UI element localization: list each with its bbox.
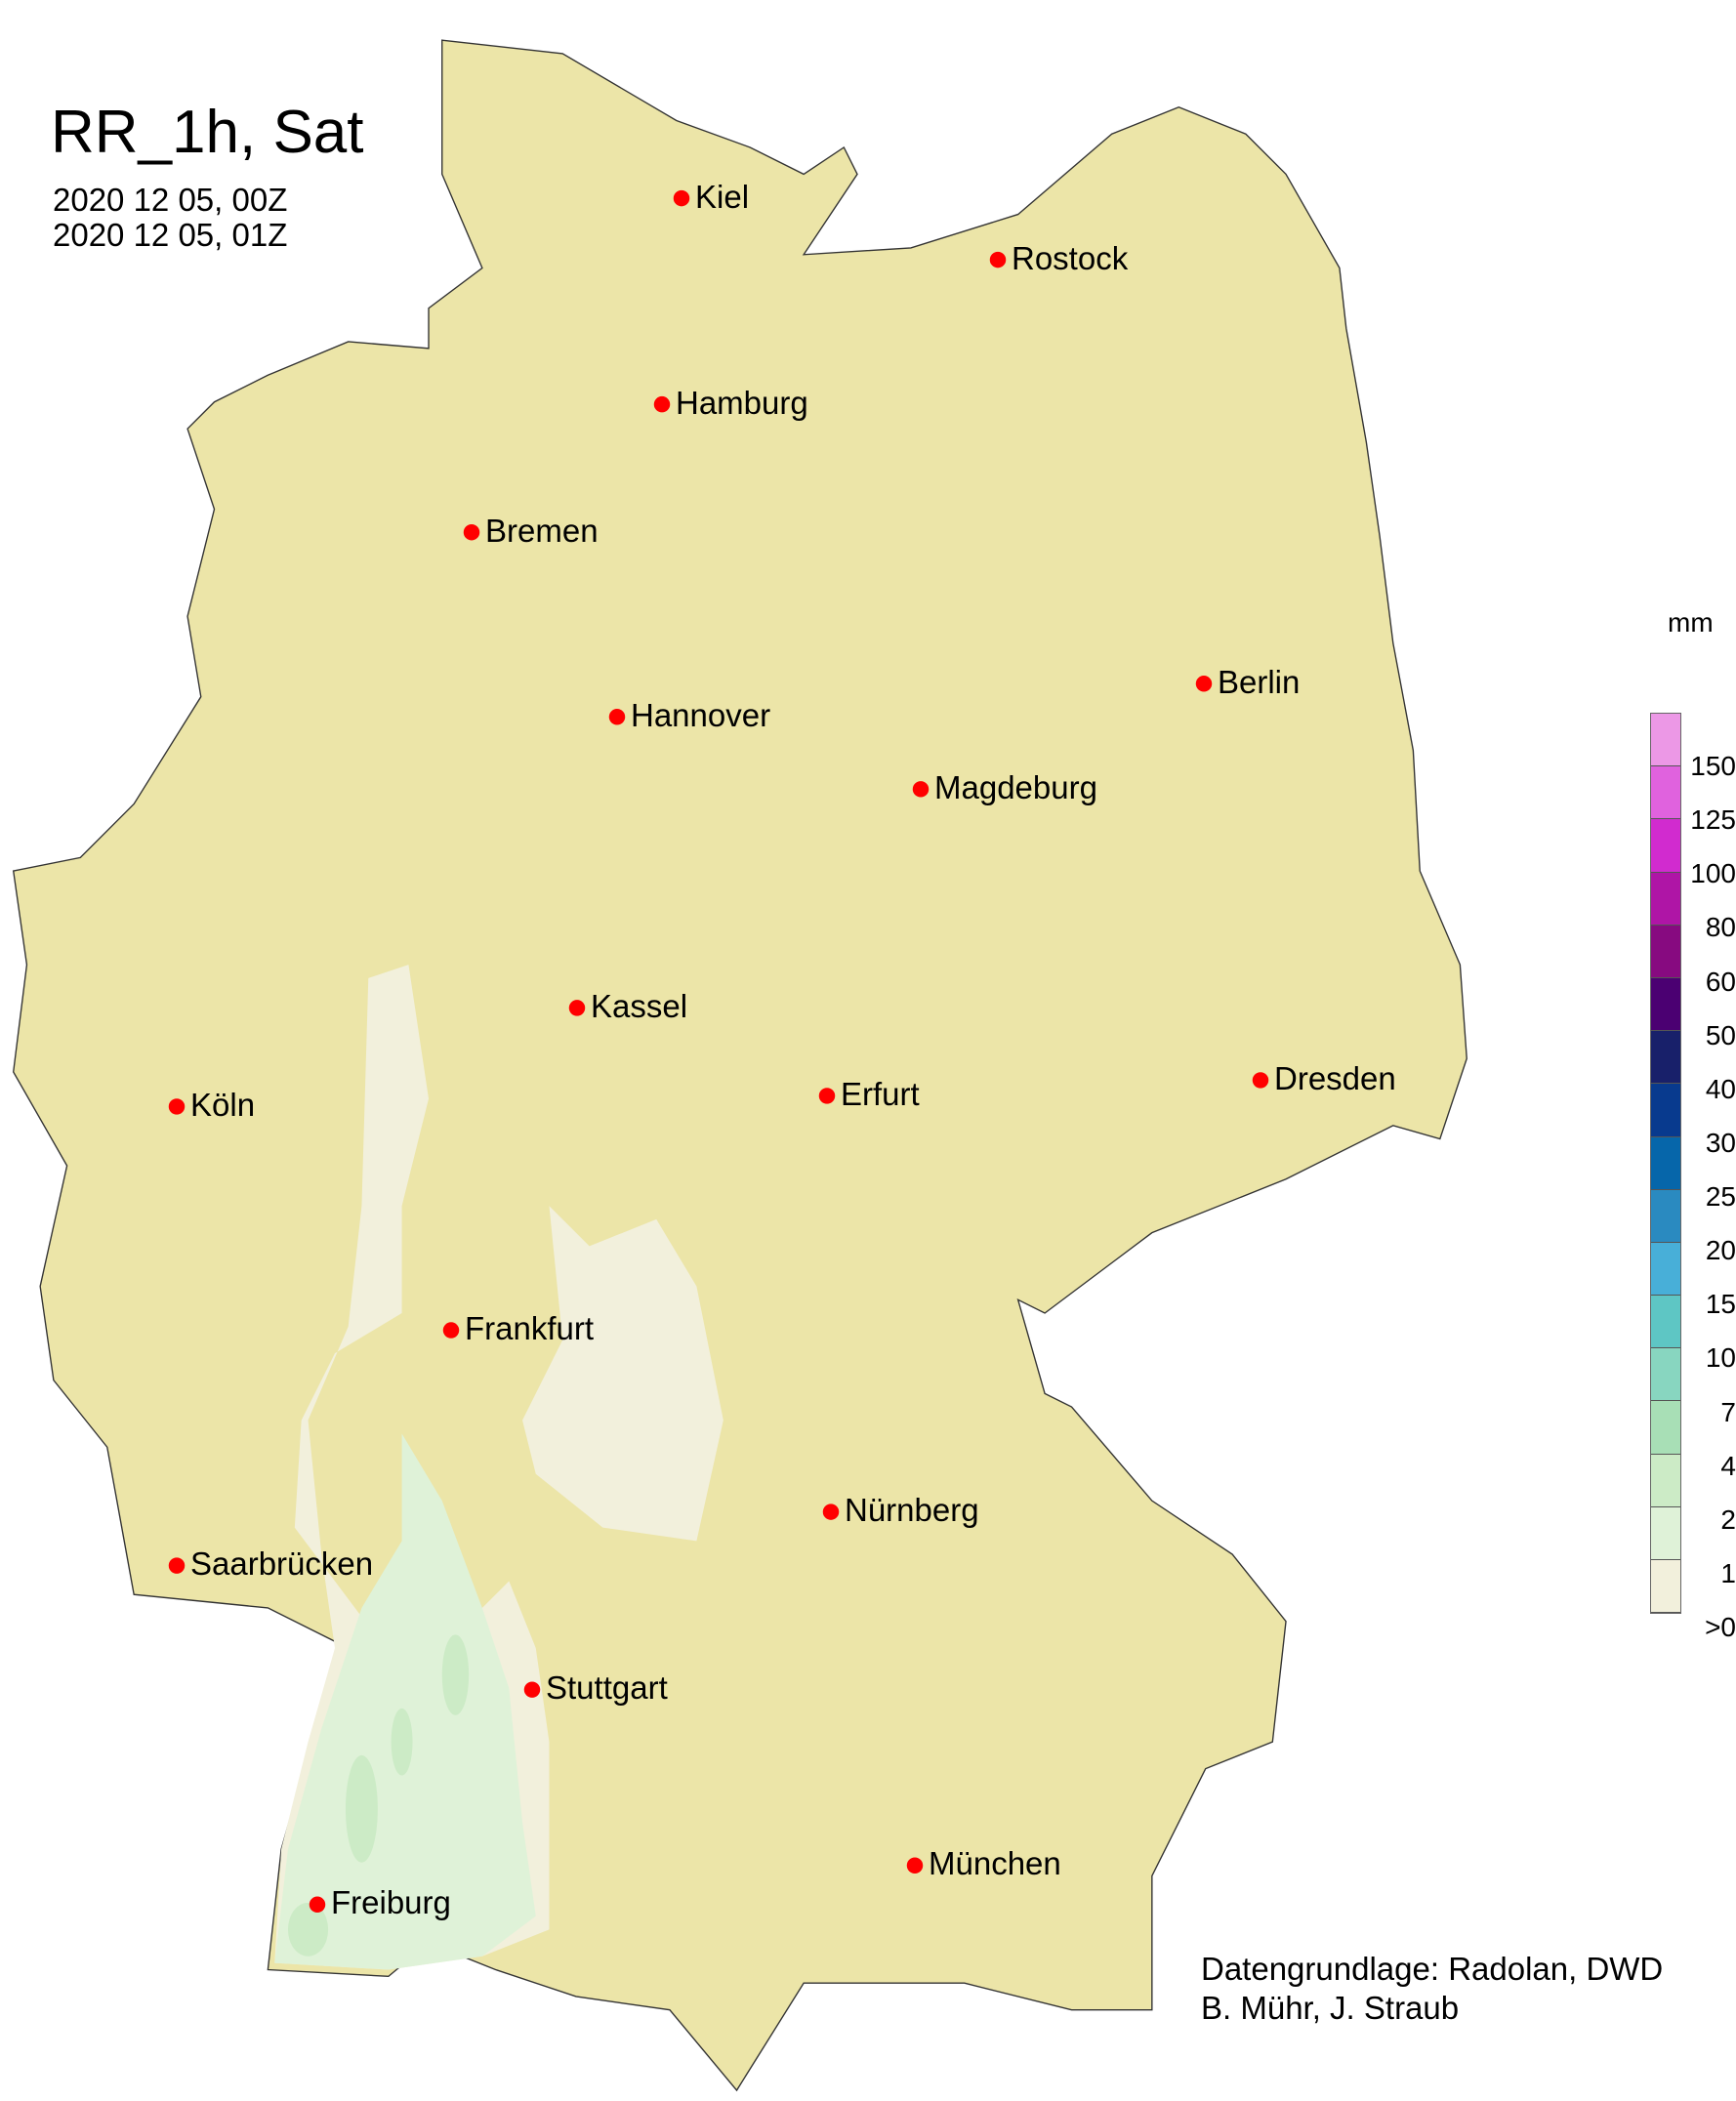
legend-label: 20 <box>1705 1235 1736 1266</box>
city-label: Dresden <box>1274 1060 1396 1096</box>
legend-swatch <box>1651 1136 1680 1190</box>
time-end: 2020 12 05, 01Z <box>53 217 288 253</box>
legend-swatch <box>1651 1084 1680 1137</box>
moderate-rain-area <box>274 1433 536 1970</box>
legend-label: 150 <box>1690 751 1736 782</box>
city-label: Köln <box>190 1087 256 1123</box>
city-marker <box>442 1322 460 1339</box>
city-marker <box>568 1000 586 1016</box>
city-marker <box>653 395 671 413</box>
legend-swatch <box>1651 1506 1680 1560</box>
city-label: Rostock <box>1012 240 1129 276</box>
city-marker <box>523 1681 541 1698</box>
legend-label: 100 <box>1690 858 1736 889</box>
city-label: Stuttgart <box>546 1669 668 1706</box>
legend-swatch <box>1651 1348 1680 1402</box>
city-label: München <box>929 1845 1061 1881</box>
city-label: Berlin <box>1218 664 1301 700</box>
germany-land <box>12 39 1467 2092</box>
legend-label: >0 <box>1705 1612 1736 1642</box>
city-marker <box>463 523 480 541</box>
city-marker <box>818 1088 836 1104</box>
legend-unit: mm <box>1668 607 1714 638</box>
city-marker <box>673 189 690 207</box>
city-marker <box>912 781 930 798</box>
credit-source: Datengrundlage: Radolan, DWD <box>1201 1951 1664 1987</box>
legend-swatch <box>1651 1031 1680 1085</box>
city-marker <box>822 1504 840 1520</box>
legend-swatch <box>1651 819 1680 873</box>
legend-label: 40 <box>1705 1073 1736 1104</box>
city-marker <box>989 251 1007 268</box>
color-legend <box>1650 713 1681 1615</box>
legend-label: 80 <box>1705 912 1736 943</box>
legend-swatch <box>1651 1242 1680 1297</box>
city-label: Magdeburg <box>934 769 1097 805</box>
city-label: Hannover <box>631 697 771 733</box>
legend-swatch <box>1651 925 1680 978</box>
legend-swatch <box>1651 1454 1680 1507</box>
light-rain-area-east <box>522 1206 723 1542</box>
legend-label: 1 <box>1720 1557 1736 1588</box>
legend-swatch <box>1651 872 1680 926</box>
legend-label: 4 <box>1720 1450 1736 1481</box>
city-marker <box>168 1098 186 1115</box>
black-forest-rain <box>287 1634 470 1957</box>
legend-label: 2 <box>1720 1504 1736 1535</box>
legend-label: 25 <box>1705 1181 1736 1213</box>
city-label: Erfurt <box>841 1076 920 1112</box>
city-marker <box>1252 1072 1269 1089</box>
legend-swatch <box>1651 1560 1680 1614</box>
city-marker <box>608 709 626 725</box>
city-label: Hamburg <box>676 385 808 421</box>
city-label: Frankfurt <box>465 1310 595 1346</box>
city-label: Nürnberg <box>845 1492 979 1528</box>
credit-authors: B. Mühr, J. Straub <box>1201 1990 1460 2026</box>
city-label: Kiel <box>695 179 750 215</box>
city-marker <box>168 1557 186 1574</box>
city-label: Saarbrücken <box>190 1545 374 1582</box>
legend-label: 15 <box>1705 1289 1736 1320</box>
legend-label: 50 <box>1705 1019 1736 1050</box>
legend-swatch <box>1651 1189 1680 1243</box>
legend-swatch <box>1651 1401 1680 1455</box>
legend-label: 7 <box>1720 1396 1736 1427</box>
city-marker <box>906 1857 924 1874</box>
legend-label: 60 <box>1705 966 1736 997</box>
legend-label: 10 <box>1705 1342 1736 1374</box>
city-label: Kassel <box>591 988 688 1024</box>
legend-label: 125 <box>1690 804 1736 836</box>
city-label: Bremen <box>485 513 599 549</box>
legend-swatch <box>1651 1296 1680 1349</box>
map-title: RR_1h, Sat <box>51 99 364 166</box>
legend-swatch <box>1651 714 1680 767</box>
city-label: Freiburg <box>331 1884 451 1920</box>
legend-label: 30 <box>1705 1127 1736 1158</box>
city-marker <box>309 1896 326 1913</box>
time-start: 2020 12 05, 00Z <box>53 182 288 218</box>
legend-swatch <box>1651 766 1680 820</box>
legend-swatch <box>1651 977 1680 1032</box>
city-marker <box>1195 676 1213 692</box>
